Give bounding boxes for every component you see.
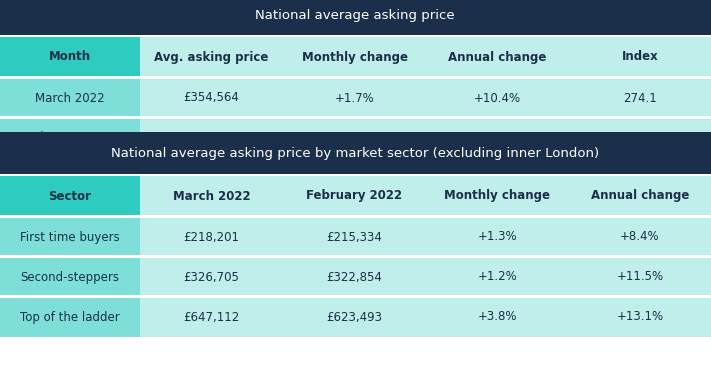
Text: National average asking price: National average asking price [255,10,455,22]
Text: Avg. asking price: Avg. asking price [154,51,269,63]
Text: Sector: Sector [48,190,92,202]
Bar [0,116,711,118]
Bar [0,297,140,337]
Bar [569,217,711,257]
Text: Annual change: Annual change [591,190,689,202]
Bar [569,257,711,297]
Bar [0,257,140,297]
Bar [0,175,140,217]
Text: National average asking price by market sector (excluding inner London): National average asking price by market … [111,146,599,160]
Text: £647,112: £647,112 [183,310,240,324]
Bar [0,76,711,78]
Bar [0,158,711,166]
Bar [140,297,283,337]
Bar [283,78,426,118]
Text: March 2022: March 2022 [173,190,250,202]
Bar [0,357,711,366]
Text: March 2022: March 2022 [35,92,105,105]
Bar [426,217,569,257]
Bar [140,175,283,217]
Bar [569,297,711,337]
Text: Monthly change: Monthly change [444,190,550,202]
Text: £354,564: £354,564 [183,92,240,105]
Text: £326,705: £326,705 [183,270,240,284]
Text: First time buyers: First time buyers [20,231,120,243]
Bar [0,174,711,176]
Bar [283,217,426,257]
Bar [426,175,569,217]
Bar [0,118,140,158]
Text: Monthly change: Monthly change [301,51,407,63]
Bar [569,78,711,118]
Text: +8.4%: +8.4% [620,231,660,243]
Text: £215,334: £215,334 [326,231,383,243]
Bar [0,255,711,257]
Text: February 2022: February 2022 [306,190,402,202]
Bar [283,118,426,158]
Text: February 2022: February 2022 [27,131,113,145]
Bar [140,36,283,78]
Bar [0,132,711,174]
Bar [0,36,140,78]
Bar [0,217,140,257]
Bar [140,257,283,297]
Bar [140,118,283,158]
Bar [426,36,569,78]
Text: £348,804: £348,804 [183,131,240,145]
Text: £623,493: £623,493 [326,310,383,324]
Bar [0,296,711,298]
Text: 274.1: 274.1 [623,92,657,105]
Bar [283,297,426,337]
Bar [426,78,569,118]
Text: +1.3%: +1.3% [478,231,518,243]
Bar [0,78,140,118]
Bar [569,118,711,158]
Bar [283,257,426,297]
Text: +9.5%: +9.5% [478,131,518,145]
Text: Month: Month [49,51,91,63]
Bar [0,77,711,79]
Text: 269.7: 269.7 [623,131,657,145]
Bar [0,35,711,37]
Bar [569,36,711,78]
Bar [0,215,711,217]
Bar [140,78,283,118]
Bar [569,175,711,217]
Text: +3.8%: +3.8% [478,310,517,324]
Text: £218,201: £218,201 [183,231,240,243]
Text: +1.7%: +1.7% [335,92,375,105]
Text: +1.2%: +1.2% [478,270,518,284]
Text: Annual change: Annual change [449,51,547,63]
Text: Second-steppers: Second-steppers [21,270,119,284]
Text: Index: Index [621,51,658,63]
Bar [0,117,711,119]
Bar [283,175,426,217]
Text: £322,854: £322,854 [326,270,383,284]
Text: +2.3%: +2.3% [335,131,374,145]
Text: +13.1%: +13.1% [616,310,663,324]
Bar [426,118,569,158]
Text: +10.4%: +10.4% [474,92,521,105]
Text: +11.5%: +11.5% [616,270,663,284]
Bar [0,295,711,297]
Bar [426,257,569,297]
Text: Top of the ladder: Top of the ladder [20,310,120,324]
Bar [140,217,283,257]
Bar [0,256,711,258]
Bar [283,36,426,78]
Bar [0,0,711,36]
Bar [0,216,711,218]
Bar [426,297,569,337]
